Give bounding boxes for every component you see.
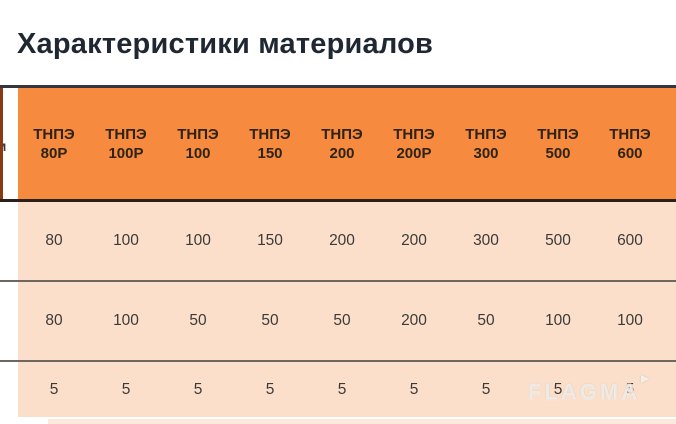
table-cell: 100 [617, 312, 643, 329]
table-top-border [0, 85, 676, 88]
flagma-watermark: FLAGMA [528, 375, 650, 405]
cut-left-column-text: м [0, 138, 7, 154]
column-header: ТНПЭ 200Р [393, 125, 435, 162]
table-cell: 50 [189, 312, 207, 329]
table-header-row: ТНПЭ 80Р ТНПЭ 100Р ТНПЭ 100 ТНПЭ 150 ТНП… [18, 88, 676, 199]
column-header: ТНПЭ 600 [609, 125, 651, 162]
table-row: 80 100 50 50 50 200 50 100 100 [18, 282, 676, 360]
table-header-border [0, 199, 676, 202]
column-header: ТНПЭ 150 [249, 125, 291, 162]
table-cell: 150 [257, 232, 283, 249]
column-header: ТНПЭ 500 [537, 125, 579, 162]
table-cell: 100 [185, 232, 211, 249]
table-cell: 5 [625, 380, 635, 398]
table-row: 80 100 100 150 200 200 300 500 600 [18, 202, 676, 280]
table-cell: 5 [337, 380, 347, 398]
table-cell: 500 [545, 232, 571, 249]
table-cell: 5 [121, 380, 131, 398]
table-row: 5 5 5 5 5 5 5 5 5 [18, 362, 676, 417]
flagma-watermark-text: FLAGMA [528, 379, 641, 404]
table-cell: 100 [113, 232, 139, 249]
table-cell: 5 [409, 380, 419, 398]
table-cell: 5 [265, 380, 275, 398]
table-cell: 5 [49, 380, 59, 398]
row-separator [0, 280, 676, 282]
column-header: ТНПЭ 300 [465, 125, 507, 162]
column-header: ТНПЭ 80Р [33, 125, 75, 162]
column-header: ТНПЭ 200 [321, 125, 363, 162]
table-cell: 200 [401, 232, 427, 249]
table-cell: 200 [329, 232, 355, 249]
table-cell: 50 [477, 312, 495, 329]
table-cell: 5 [553, 380, 563, 398]
page-title: Характеристики материалов [17, 28, 434, 61]
table-cell: 50 [261, 312, 279, 329]
table-cell: 600 [617, 232, 643, 249]
next-row-partial-strip [48, 419, 676, 424]
table-cell: 200 [401, 312, 427, 329]
flagma-flag-icon [641, 375, 650, 383]
row-separator [0, 360, 676, 362]
table-cell: 50 [333, 312, 351, 329]
table-cell: 100 [113, 312, 139, 329]
cut-left-column-edge [0, 88, 3, 199]
table-cell: 80 [45, 232, 63, 249]
table-cell: 300 [473, 232, 499, 249]
column-header: ТНПЭ 100 [177, 125, 219, 162]
column-header: ТНПЭ 100Р [105, 125, 147, 162]
table-cell: 100 [545, 312, 571, 329]
table-cell: 5 [481, 380, 491, 398]
table-cell: 80 [45, 312, 63, 329]
table-cell: 5 [193, 380, 203, 398]
